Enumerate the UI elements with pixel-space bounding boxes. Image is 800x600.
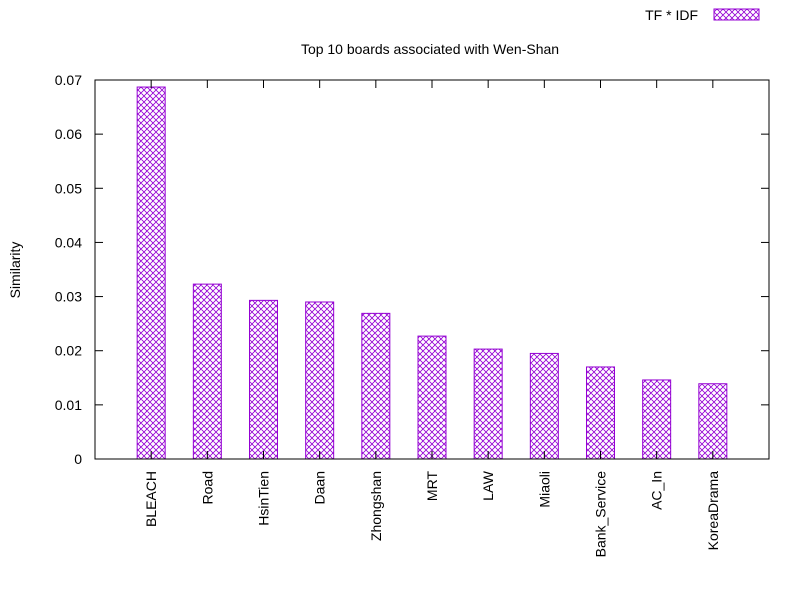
x-tick-label: MRT: [424, 471, 440, 502]
bar: [305, 301, 335, 460]
chart-title: Top 10 boards associated with Wen-Shan: [301, 41, 559, 57]
x-tick-label: BLEACH: [143, 471, 159, 527]
bar: [249, 299, 278, 460]
bar: [586, 366, 615, 460]
bar: [136, 86, 166, 460]
y-tick-label: 0.01: [55, 397, 82, 413]
bar: [192, 283, 222, 460]
x-tick-label: Miaoli: [536, 471, 552, 508]
x-tick-label: LAW: [480, 470, 496, 501]
y-tick-label: 0.03: [55, 289, 82, 305]
x-tick-label: Bank_Service: [593, 471, 609, 558]
plot-frame: [94, 79, 770, 460]
legend: TF * IDF: [645, 7, 760, 23]
bar: [473, 348, 503, 460]
y-tick-label: 0.02: [55, 343, 82, 359]
x-tick-label: AC_In: [649, 471, 665, 510]
y-axis-label: Similarity: [7, 242, 23, 299]
x-tick-label: Road: [199, 471, 215, 504]
legend-swatch: [713, 8, 760, 21]
bar: [698, 383, 728, 460]
y-tick-label: 0.06: [55, 126, 82, 142]
x-tick-label: Zhongshan: [368, 471, 384, 541]
legend-label: TF * IDF: [645, 7, 698, 23]
bar: [642, 379, 672, 460]
y-tick-label: 0.04: [55, 234, 82, 250]
plot-area: 0 0.01 0.02 0.03 0.04 0.05 0.06 0.07 BLEACH Road H…: [55, 72, 770, 558]
y-tick-label: 0: [74, 451, 82, 467]
x-tick-label: KoreaDrama: [705, 471, 721, 551]
x-tick-label: HsinTien: [256, 471, 272, 526]
bar: [529, 352, 559, 460]
y-tick-label: 0.05: [55, 180, 82, 196]
bar: [417, 335, 447, 460]
y-tick-label: 0.07: [55, 72, 82, 88]
x-tick-label: Daan: [312, 471, 328, 504]
bar: [361, 312, 391, 460]
